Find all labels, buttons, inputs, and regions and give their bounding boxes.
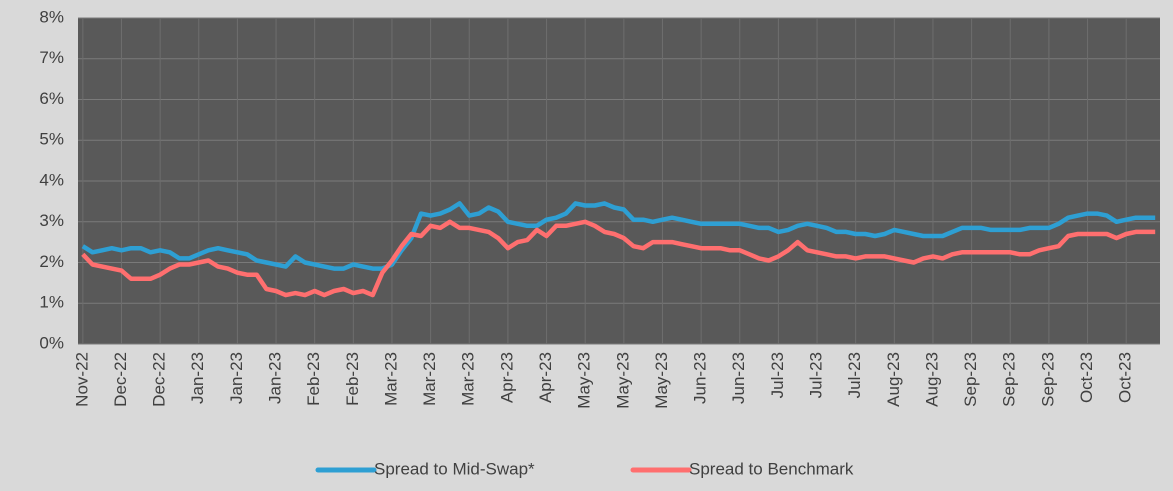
- y-tick-label: 5%: [39, 130, 64, 149]
- x-tick-label: Jun-23: [729, 352, 748, 404]
- x-tick-label: Dec-22: [111, 352, 130, 407]
- x-tick-label: Apr-23: [497, 352, 516, 403]
- x-tick-label: Jun-23: [691, 352, 710, 404]
- x-tick-label: Sep-23: [1038, 352, 1057, 407]
- x-tick-label: Jul-23: [807, 352, 826, 398]
- x-tick-label: Jul-23: [768, 352, 787, 398]
- y-tick-label: 6%: [39, 89, 64, 108]
- x-tick-label: Jul-23: [845, 352, 864, 398]
- x-tick-label: May-23: [575, 352, 594, 409]
- x-tick-label: Feb-23: [304, 352, 323, 406]
- y-tick-label: 7%: [39, 48, 64, 67]
- y-tick-label: 2%: [39, 252, 64, 271]
- x-tick-label: Jan-23: [227, 352, 246, 404]
- series-line: [81, 219, 1156, 298]
- y-tick-label: 3%: [39, 211, 64, 230]
- x-tick-label: Feb-23: [343, 352, 362, 406]
- legend-label: Spread to Mid-Swap*: [374, 459, 535, 478]
- x-tick-label: Jan-23: [188, 352, 207, 404]
- x-tick-label: Mar-23: [420, 352, 439, 406]
- x-tick-label: Nov-22: [72, 352, 91, 407]
- y-tick-label: 8%: [39, 7, 64, 26]
- legend-label: Spread to Benchmark: [689, 459, 854, 478]
- x-tick-label: Jan-23: [266, 352, 285, 404]
- x-tick-label: Sep-23: [1000, 352, 1019, 407]
- x-tick-label: Aug-23: [884, 352, 903, 407]
- x-tick-label: May-23: [652, 352, 671, 409]
- x-tick-label: Mar-23: [459, 352, 478, 406]
- x-tick-label: Sep-23: [961, 352, 980, 407]
- x-tick-label: Oct-23: [1077, 352, 1096, 403]
- x-tick-label: May-23: [613, 352, 632, 409]
- x-tick-label: Aug-23: [922, 352, 941, 407]
- x-tick-label: Dec-22: [150, 352, 169, 407]
- x-tick-label: Apr-23: [536, 352, 555, 403]
- y-tick-label: 0%: [39, 333, 64, 352]
- x-tick-label: Oct-23: [1116, 352, 1135, 403]
- y-tick-label: 4%: [39, 170, 64, 189]
- y-tick-label: 1%: [39, 293, 64, 312]
- x-tick-label: Mar-23: [381, 352, 400, 406]
- series-line: [81, 201, 1156, 271]
